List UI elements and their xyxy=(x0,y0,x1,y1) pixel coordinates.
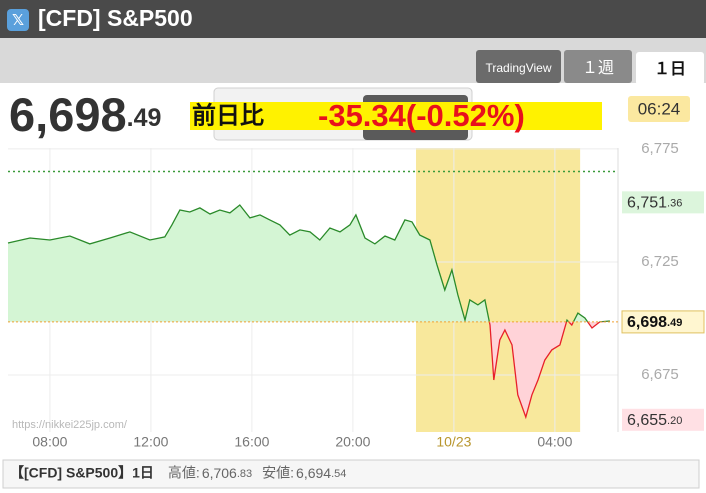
footer-text: 6,706.83 xyxy=(202,465,252,481)
x-tick-label: 04:00 xyxy=(537,434,572,450)
footer-text: 安値: xyxy=(262,465,294,481)
tab[interactable]: TradingView xyxy=(485,61,551,75)
area-down xyxy=(8,321,610,418)
tab-bg[interactable] xyxy=(564,50,632,83)
time: 06:24 xyxy=(638,99,681,118)
y-tick-label: 6,775 xyxy=(641,140,679,157)
decimal-part: .83 xyxy=(237,468,252,480)
x-icon-bg[interactable] xyxy=(7,9,29,31)
x-tick-label: 10/23 xyxy=(436,434,471,450)
integer-part: 6,751 xyxy=(627,195,667,212)
marker-label: 6,751.36 xyxy=(627,195,682,212)
footer-text: 【[CFD] S&P500】1日 xyxy=(10,465,154,481)
footer: 【[CFD] S&P500】1日 高値: 6,706.83 安値: 6,694.54 xyxy=(10,465,346,481)
x-tick-label: 08:00 xyxy=(32,434,67,450)
tab-bg[interactable] xyxy=(476,50,561,83)
price-line-up xyxy=(7,204,610,322)
decimal-part: .49 xyxy=(667,317,682,329)
marker-box xyxy=(621,310,705,334)
marker-label: 6,698.49 xyxy=(627,314,682,331)
integer-part: 6,698 xyxy=(627,314,667,331)
chart: 6,775 6,725 6,675 08:00 12:00 16:00 20:00 10/23… xyxy=(7,140,705,450)
marker-box xyxy=(622,191,704,214)
marker-label: 6,655.20 xyxy=(627,412,682,429)
integer-part: 6,698 xyxy=(9,88,127,141)
x-icon[interactable]: 𝕏 xyxy=(12,12,24,29)
x-tick-label: 12:00 xyxy=(133,434,168,450)
tab-active[interactable]: １日 xyxy=(654,60,686,78)
decimal-part: .49 xyxy=(127,104,162,132)
watermark: https://nikkei225jp.com/ xyxy=(12,419,128,431)
x-tick-label: 20:00 xyxy=(335,434,370,450)
footer-text: 高値: xyxy=(168,465,200,481)
change-value: -35.34(-0.52%) xyxy=(318,98,525,133)
integer-part: 6,694 xyxy=(296,465,331,481)
footer-bar xyxy=(2,459,700,489)
page-title: [CFD] S&P500 xyxy=(38,5,193,31)
area-up xyxy=(8,205,610,322)
y-tick-label: 6,675 xyxy=(641,366,679,383)
marker-box xyxy=(622,408,704,431)
decimal-part: .54 xyxy=(331,468,346,480)
time-box xyxy=(628,96,690,122)
change-highlight xyxy=(190,102,602,130)
price-line-down xyxy=(464,321,608,420)
decimal-part: .20 xyxy=(667,415,682,427)
change-label: 前日比 xyxy=(192,101,264,129)
current-price: 6,698.49 xyxy=(9,88,161,141)
tab[interactable]: １週 xyxy=(582,59,614,77)
x-tick-label: 16:00 xyxy=(234,434,269,450)
decimal-part: .36 xyxy=(667,197,682,209)
header-bar xyxy=(0,0,706,38)
tab-bg-active[interactable] xyxy=(636,52,704,85)
footer-text: 6,694.54 xyxy=(296,465,346,481)
integer-part: 6,706 xyxy=(202,465,237,481)
y-tick-label: 6,725 xyxy=(641,253,679,270)
integer-part: 6,655 xyxy=(627,412,667,429)
